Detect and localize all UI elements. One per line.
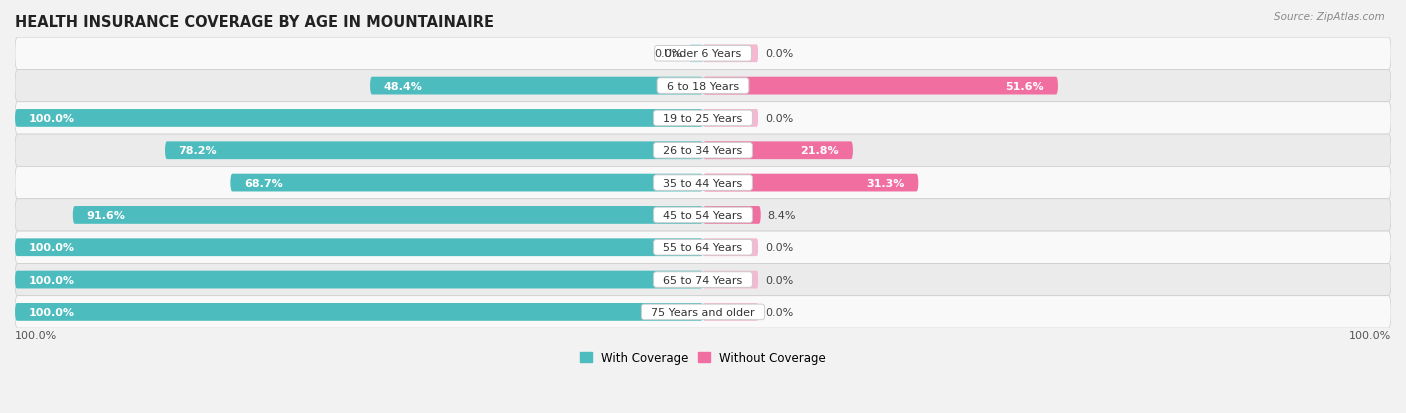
Text: HEALTH INSURANCE COVERAGE BY AGE IN MOUNTAINAIRE: HEALTH INSURANCE COVERAGE BY AGE IN MOUN… bbox=[15, 15, 494, 30]
FancyBboxPatch shape bbox=[15, 271, 703, 289]
Text: 45 to 54 Years: 45 to 54 Years bbox=[657, 210, 749, 221]
Text: 100.0%: 100.0% bbox=[15, 330, 58, 340]
FancyBboxPatch shape bbox=[703, 271, 758, 289]
FancyBboxPatch shape bbox=[689, 45, 703, 63]
Text: Source: ZipAtlas.com: Source: ZipAtlas.com bbox=[1274, 12, 1385, 22]
Text: 100.0%: 100.0% bbox=[28, 275, 75, 285]
FancyBboxPatch shape bbox=[370, 78, 703, 95]
FancyBboxPatch shape bbox=[231, 174, 703, 192]
FancyBboxPatch shape bbox=[15, 303, 703, 321]
FancyBboxPatch shape bbox=[703, 206, 761, 224]
FancyBboxPatch shape bbox=[703, 110, 758, 128]
Text: 0.0%: 0.0% bbox=[765, 307, 793, 317]
FancyBboxPatch shape bbox=[703, 142, 853, 160]
FancyBboxPatch shape bbox=[703, 78, 1057, 95]
FancyBboxPatch shape bbox=[15, 110, 703, 128]
Legend: With Coverage, Without Coverage: With Coverage, Without Coverage bbox=[575, 347, 831, 369]
Text: 21.8%: 21.8% bbox=[800, 146, 839, 156]
Text: 31.3%: 31.3% bbox=[866, 178, 904, 188]
FancyBboxPatch shape bbox=[15, 232, 1391, 264]
FancyBboxPatch shape bbox=[15, 167, 1391, 199]
FancyBboxPatch shape bbox=[15, 239, 703, 256]
Text: 0.0%: 0.0% bbox=[765, 275, 793, 285]
Text: 100.0%: 100.0% bbox=[1348, 330, 1391, 340]
Text: 91.6%: 91.6% bbox=[87, 210, 125, 221]
Text: Under 6 Years: Under 6 Years bbox=[658, 49, 748, 59]
FancyBboxPatch shape bbox=[703, 303, 758, 321]
Text: 65 to 74 Years: 65 to 74 Years bbox=[657, 275, 749, 285]
Text: 0.0%: 0.0% bbox=[654, 49, 682, 59]
Text: 100.0%: 100.0% bbox=[28, 243, 75, 253]
FancyBboxPatch shape bbox=[15, 38, 1391, 70]
FancyBboxPatch shape bbox=[15, 70, 1391, 102]
FancyBboxPatch shape bbox=[703, 45, 758, 63]
Text: 100.0%: 100.0% bbox=[28, 114, 75, 123]
Text: 8.4%: 8.4% bbox=[768, 210, 796, 221]
FancyBboxPatch shape bbox=[15, 199, 1391, 232]
FancyBboxPatch shape bbox=[73, 206, 703, 224]
Text: 0.0%: 0.0% bbox=[765, 114, 793, 123]
Text: 0.0%: 0.0% bbox=[765, 243, 793, 253]
FancyBboxPatch shape bbox=[165, 142, 703, 160]
FancyBboxPatch shape bbox=[15, 102, 1391, 135]
Text: 6 to 18 Years: 6 to 18 Years bbox=[659, 81, 747, 91]
FancyBboxPatch shape bbox=[703, 239, 758, 256]
FancyBboxPatch shape bbox=[703, 174, 918, 192]
Text: 26 to 34 Years: 26 to 34 Years bbox=[657, 146, 749, 156]
FancyBboxPatch shape bbox=[15, 296, 1391, 328]
Text: 19 to 25 Years: 19 to 25 Years bbox=[657, 114, 749, 123]
FancyBboxPatch shape bbox=[15, 264, 1391, 296]
Text: 35 to 44 Years: 35 to 44 Years bbox=[657, 178, 749, 188]
Text: 0.0%: 0.0% bbox=[765, 49, 793, 59]
Text: 51.6%: 51.6% bbox=[1005, 81, 1045, 91]
Text: 55 to 64 Years: 55 to 64 Years bbox=[657, 243, 749, 253]
Text: 75 Years and older: 75 Years and older bbox=[644, 307, 762, 317]
Text: 68.7%: 68.7% bbox=[245, 178, 283, 188]
Text: 48.4%: 48.4% bbox=[384, 81, 423, 91]
Text: 78.2%: 78.2% bbox=[179, 146, 218, 156]
FancyBboxPatch shape bbox=[15, 135, 1391, 167]
Text: 100.0%: 100.0% bbox=[28, 307, 75, 317]
